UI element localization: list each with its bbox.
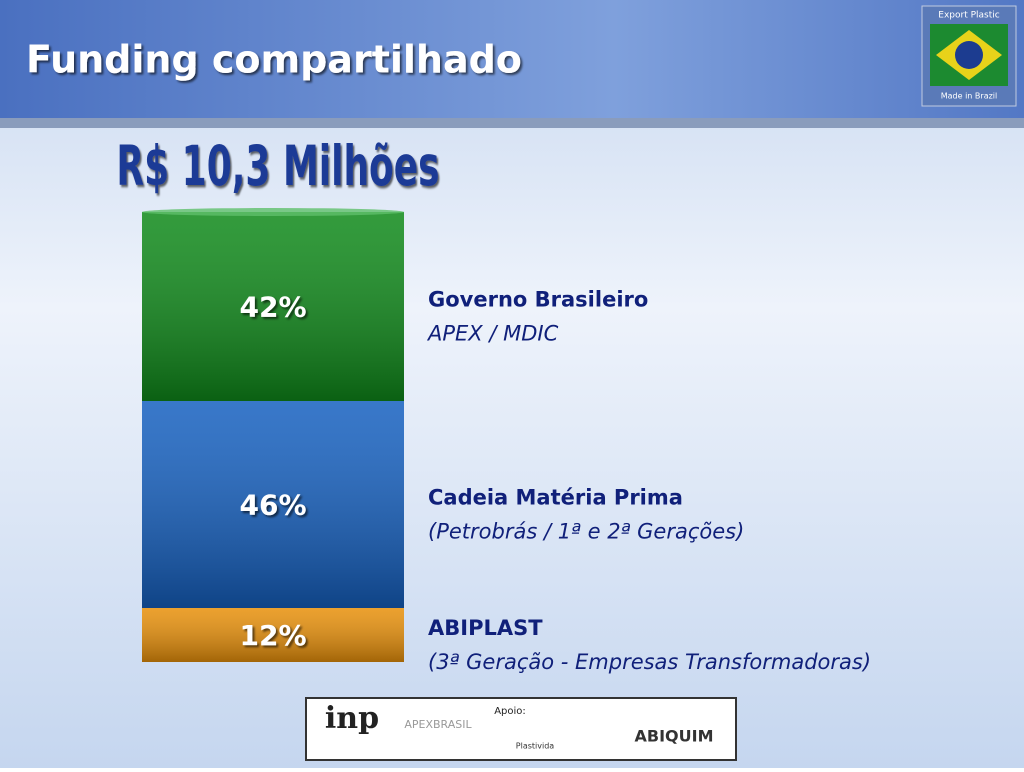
logo-text: inp xyxy=(325,701,379,736)
bar-shade xyxy=(142,401,404,608)
subtitle: R$ 10,3 Milhões xyxy=(116,134,439,198)
header-rule xyxy=(0,118,1024,128)
stacked-column: 12% ABIPLAST (3ª Geração - Empresas Transf… xyxy=(142,208,871,674)
bar-shade xyxy=(142,608,404,662)
legend-name: Cadeia Matéria Prima xyxy=(428,486,683,510)
legend-name: Governo Brasileiro xyxy=(428,288,648,312)
value-label: 12% xyxy=(239,619,306,652)
logo-text: APEXBRASIL xyxy=(404,718,472,731)
value-label: 46% xyxy=(239,489,306,522)
logo-text: Apoio: xyxy=(494,706,526,717)
top-logo: Export Plastic Made in Brazil xyxy=(921,5,1017,107)
value-label: 42% xyxy=(239,291,306,324)
logo-text: ABIQUIM xyxy=(635,727,714,746)
footer-logos: inp APEXBRASIL Apoio: Plastivida ABIQUIM xyxy=(305,697,737,761)
legend-name: ABIPLAST xyxy=(428,616,543,640)
logo-text: Made in Brazil xyxy=(941,92,998,101)
legend-description: (Petrobrás / 1ª e 2ª Gerações) xyxy=(428,520,744,544)
logo-text: Export Plastic xyxy=(938,11,999,21)
bar-top xyxy=(142,208,404,216)
legend-description: APEX / MDIC xyxy=(426,322,559,346)
bar-shade xyxy=(142,212,404,401)
logo-text: Plastivida xyxy=(516,742,555,751)
legend-description: (3ª Geração - Empresas Transformadoras) xyxy=(428,650,871,674)
title: Funding compartilhado xyxy=(26,38,522,82)
header-band xyxy=(0,0,1024,118)
